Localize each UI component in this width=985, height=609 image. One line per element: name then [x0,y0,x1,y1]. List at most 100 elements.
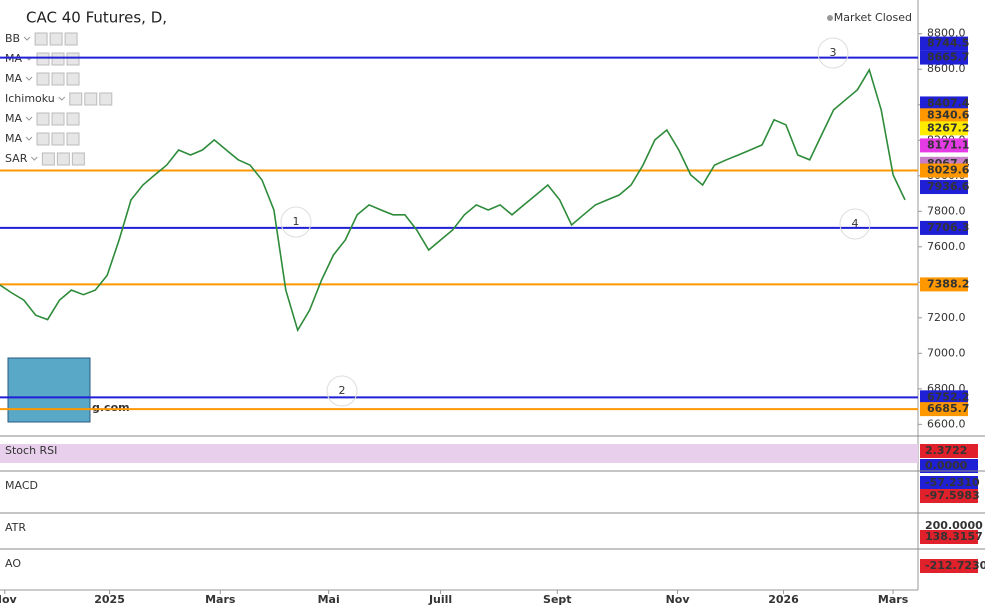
indicator-icon[interactable] [36,132,50,146]
panel-label-box [920,476,978,490]
panel-label: 0.0000 [925,459,968,472]
panel-label-box [920,459,978,473]
indicator-icon[interactable] [69,92,83,106]
level-label: 8407.4 [927,96,970,109]
dropdown-icon [31,156,38,161]
x-tick-label: Sept [543,593,572,606]
indicator-icon[interactable] [34,32,48,46]
indicator-icon[interactable] [84,92,98,106]
annotation-circle [280,206,312,238]
indicator-icon[interactable] [66,52,80,66]
x-tick-label: 2026 [768,593,799,606]
level-label: 7388.2 [927,277,969,290]
x-tick-label: Mars [878,593,909,606]
level-label-box [920,402,968,417]
level-label: 6752.2 [927,390,969,403]
panel-title: ATR [5,521,26,534]
level-label-box [920,138,968,153]
panel-label: 200.0000 [925,519,983,532]
dropdown-icon [23,36,31,41]
panel-label-box [920,559,978,573]
indicator-icon[interactable] [36,72,50,86]
indicator-icon[interactable] [36,52,50,66]
x-tick-label: Nov [666,593,691,606]
level-label-box [920,180,968,195]
indicator-icon[interactable] [41,152,55,166]
level-label-box [920,277,968,292]
y-tick-label: 8600.0 [927,62,966,75]
indicator-icon[interactable] [51,52,65,66]
indicator-icon[interactable] [66,112,80,126]
y-tick-label: 7600.0 [927,240,966,253]
level-label-box [920,390,968,405]
panel-label: 2.3722 [925,444,967,457]
chart-title: CAC 40 Futures, D, [26,9,167,27]
annotation: 3 [830,46,837,59]
level-label-box [920,96,968,111]
level-label-box [920,163,968,178]
indicator-icon[interactable] [99,92,113,106]
indicator-icon[interactable] [71,152,85,166]
panel-label: -57.2310 [925,476,980,489]
dropdown-icon [25,116,33,121]
x-tick-label: 2025 [94,593,125,606]
indicator-icon[interactable] [66,132,80,146]
level-label-box [920,108,968,123]
annotation-circle [817,37,849,69]
panel-label-box [920,530,978,544]
indicator-icon[interactable] [49,32,63,46]
y-tick-label: 7800.0 [927,204,966,217]
indicator-label: Ichimoku [5,92,55,105]
level-label: 8744.5 [927,37,969,50]
x-tick-label: Mai [318,593,340,606]
panel-title: AO [5,557,21,570]
panel-label-box [920,489,978,503]
indicator-icon[interactable] [66,72,80,86]
dropdown-icon [58,96,66,101]
price-line [0,67,906,333]
indicator-icon[interactable] [51,112,65,126]
dropdown-icon [25,76,33,81]
dropdown-icon [25,136,33,141]
level-label: 7706.3 [927,221,969,234]
status-dot [827,15,833,21]
indicator-icon[interactable] [51,132,65,146]
level-label-box [920,121,968,136]
x-tick-label: Mars [205,593,236,606]
panel-label-box [920,444,978,458]
panel-title: MACD [5,479,38,492]
level-label-box [920,36,968,51]
panel-label: 138.3157 [925,530,983,543]
x-tick-label: Juill [428,593,452,606]
indicator-label: SAR [5,152,28,165]
level-label: 8171.1 [927,138,969,151]
level-label: 7936.6 [927,180,970,193]
panel-title: Stoch RSI [5,444,57,457]
market-status: Market Closed [834,11,912,24]
y-tick-label: 7000.0 [927,346,966,359]
y-tick-label: 7200.0 [927,311,966,324]
annotation: 4 [852,217,859,230]
panel-label: -97.5983 [925,489,980,502]
level-label: 6685.7 [927,402,969,415]
indicator-label: MA [5,72,22,85]
indicator-label: BB [5,32,20,45]
indicator-icon[interactable] [36,112,50,126]
indicator-icon[interactable] [64,32,78,46]
indicator-icon[interactable] [51,72,65,86]
y-tick-label: 8800.0 [927,27,966,40]
indicator-label: MA [5,112,22,125]
level-label-box [920,50,968,65]
level-label: 8340.6 [927,108,970,121]
indicator-label: MA [5,132,22,145]
x-tick-label: Nov [0,593,18,606]
annotation: 1 [293,215,300,228]
indicator-icon[interactable] [56,152,70,166]
annotation: 2 [339,384,346,397]
logo-text: g.com [92,401,130,414]
annotation-circle [326,375,358,407]
level-label: 8029.6 [927,164,970,177]
